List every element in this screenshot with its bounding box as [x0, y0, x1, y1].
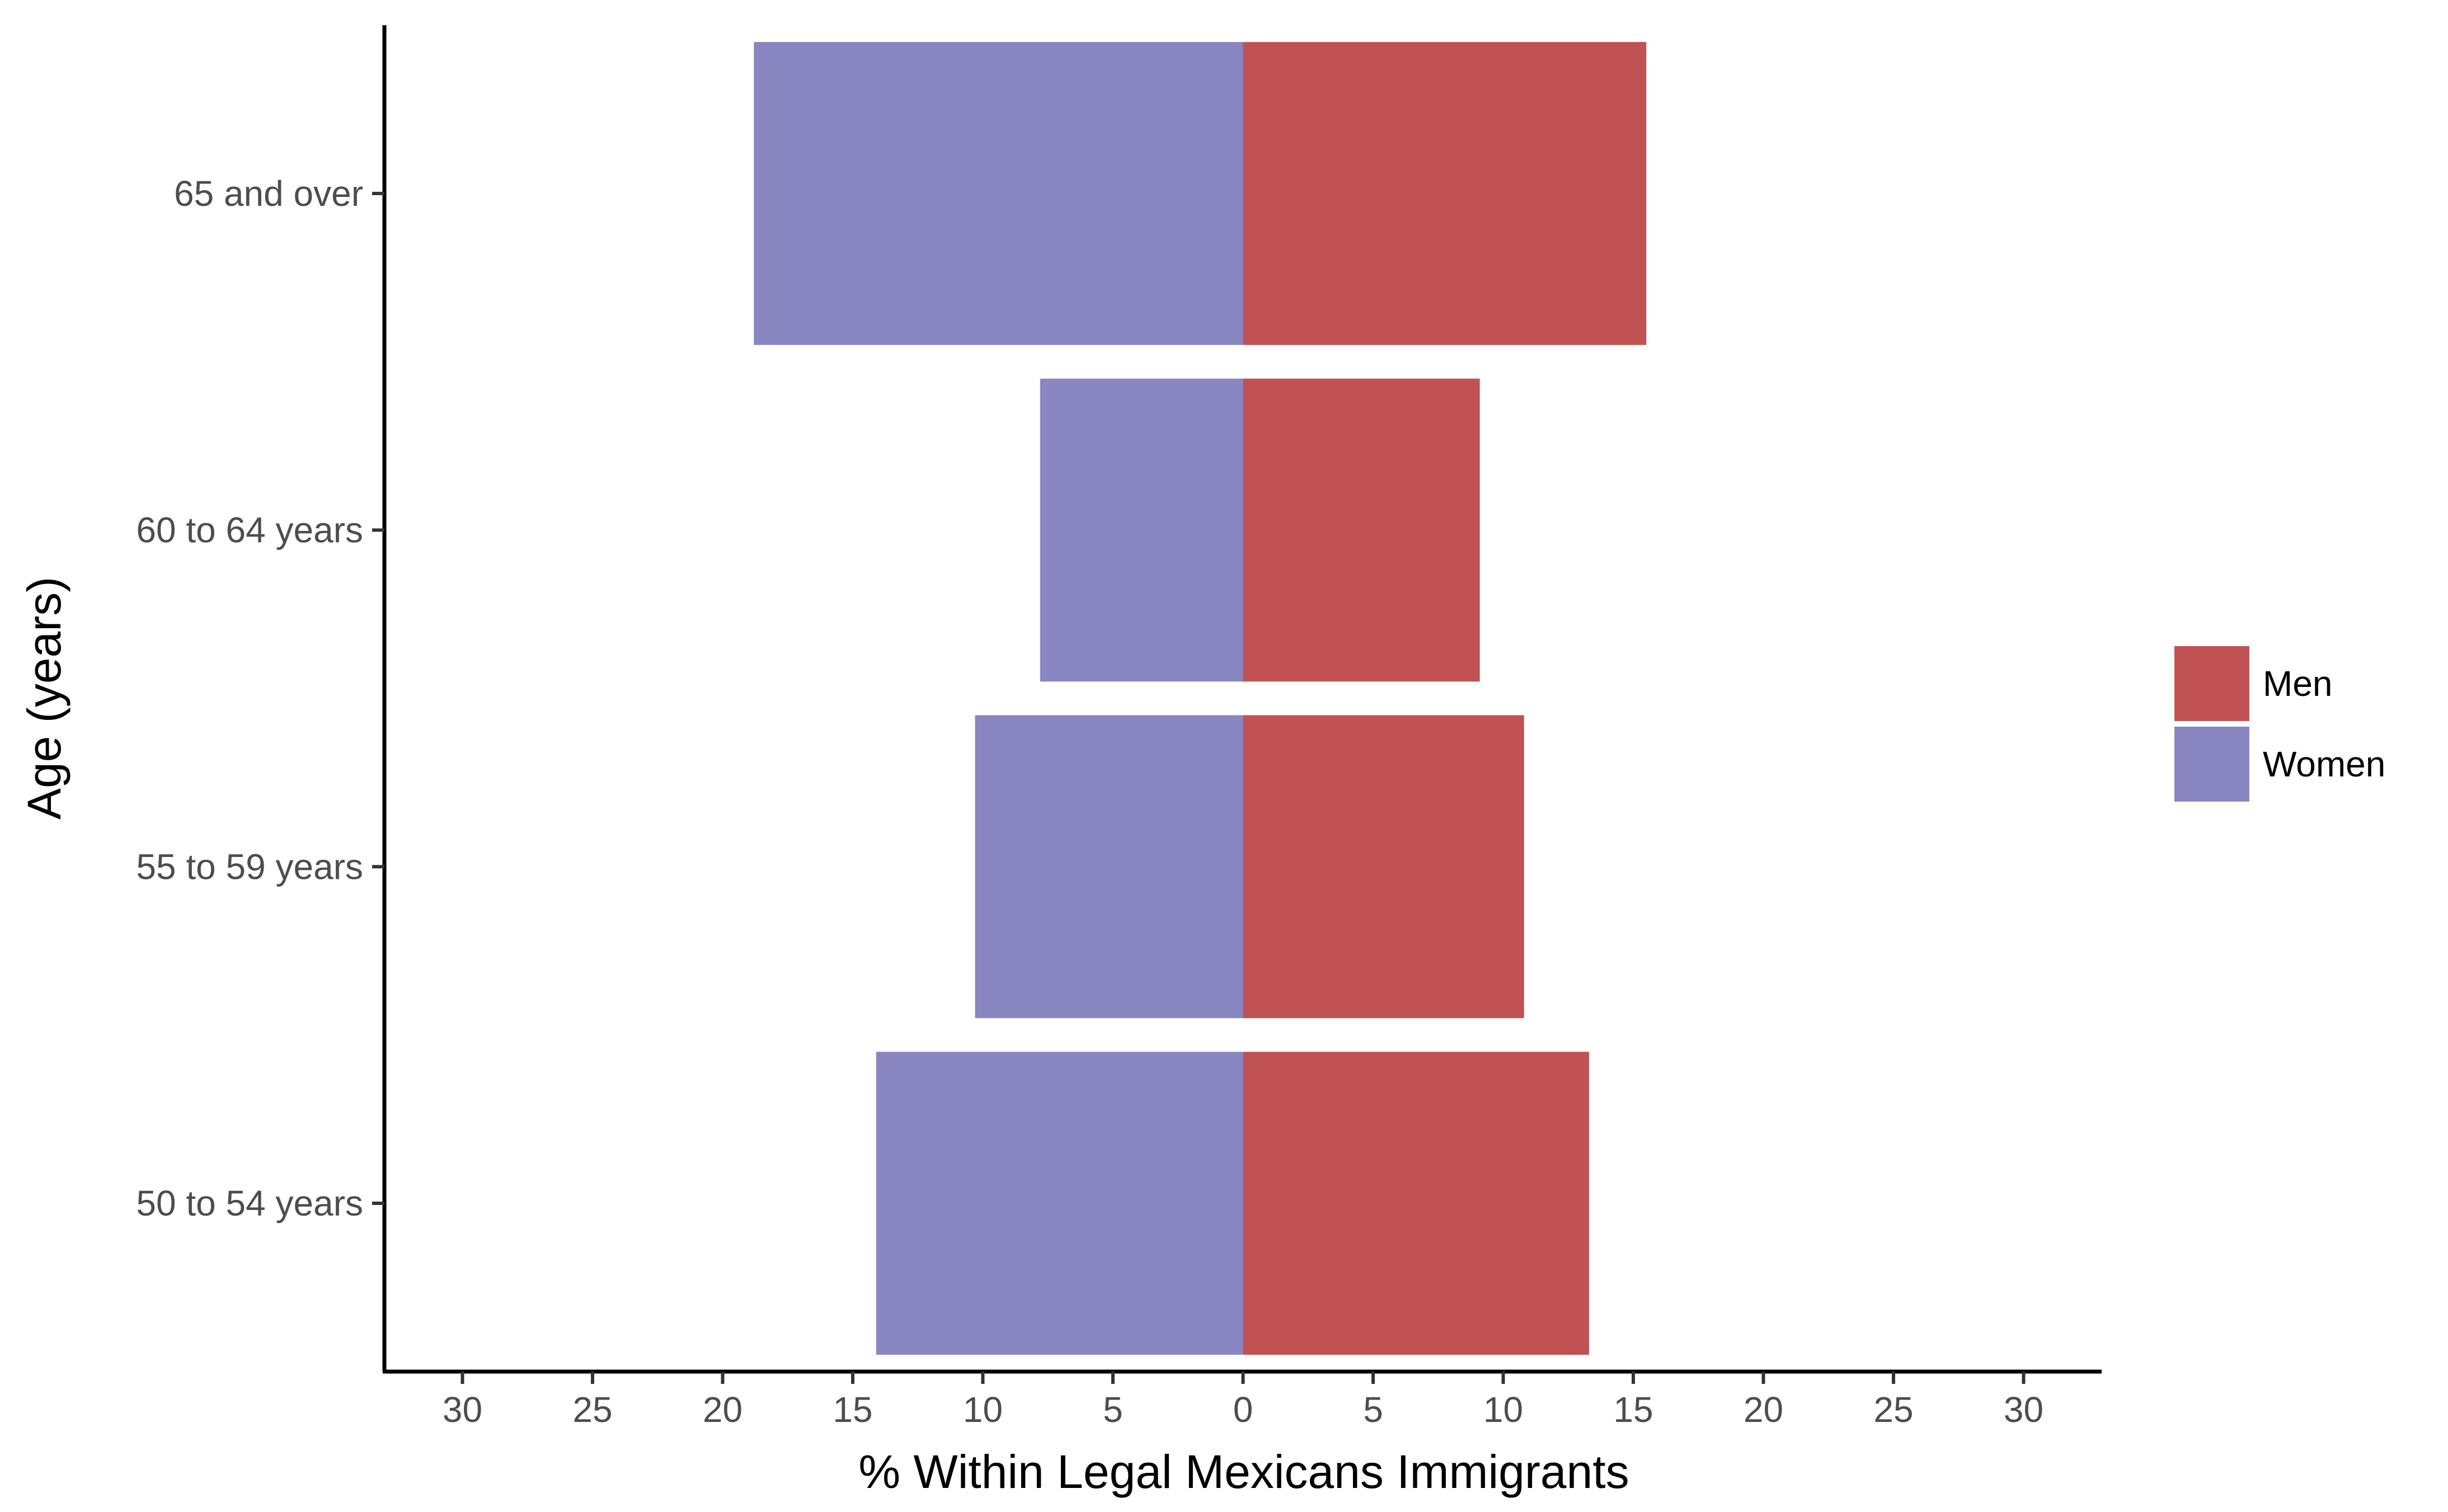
legend: Men Women [2174, 646, 2385, 802]
y-tick-label-55-to-59-years: 55 to 59 years [136, 846, 363, 887]
x-tick-label: 20 [1744, 1389, 1783, 1430]
x-tick-label: 10 [963, 1389, 1003, 1430]
bar-men-60-to-64-years [1243, 378, 1480, 682]
bar-men-65-and-over [1243, 42, 1647, 345]
bar-women-60-to-64-years [1040, 378, 1243, 682]
x-tick-label: 5 [1363, 1389, 1383, 1430]
bars-layer [754, 42, 1647, 1355]
y-axis-title: Age (years) [18, 577, 71, 819]
legend-label-men: Men [2263, 663, 2333, 704]
x-axis-title: % Within Legal Mexicans Immigrants [858, 1445, 1629, 1498]
y-tick-label-60-to-64-years: 60 to 64 years [136, 510, 363, 550]
y-tick-label-65-and-over: 65 and over [174, 173, 363, 214]
x-tick-label: 15 [1613, 1389, 1653, 1430]
legend-key-women [2174, 727, 2249, 802]
bar-men-50-to-54-years [1243, 1052, 1589, 1355]
x-tick-label: 0 [1233, 1389, 1253, 1430]
legend-key-men [2174, 646, 2249, 721]
x-tick-label: 30 [2004, 1389, 2043, 1430]
x-tick-label: 25 [572, 1389, 612, 1430]
x-tick-label: 20 [703, 1389, 743, 1430]
y-tick-label-50-to-54-years: 50 to 54 years [136, 1183, 363, 1223]
bar-women-55-to-59-years [975, 715, 1243, 1019]
bar-women-65-and-over [754, 42, 1243, 345]
x-tick-label: 5 [1103, 1389, 1123, 1430]
y-ticks: 65 and over 60 to 64 years 55 to 59 years 5… [136, 173, 384, 1223]
bar-men-55-to-59-years [1243, 715, 1524, 1019]
x-tick-label: 25 [1873, 1389, 1913, 1430]
x-ticks: 30 25 20 15 10 5 0 5 10 15 20 25 30 [443, 1372, 2043, 1430]
bar-women-50-to-54-years [876, 1052, 1243, 1355]
x-tick-label: 15 [833, 1389, 872, 1430]
x-tick-label: 30 [443, 1389, 482, 1430]
legend-label-women: Women [2263, 744, 2385, 784]
x-tick-label: 10 [1483, 1389, 1523, 1430]
